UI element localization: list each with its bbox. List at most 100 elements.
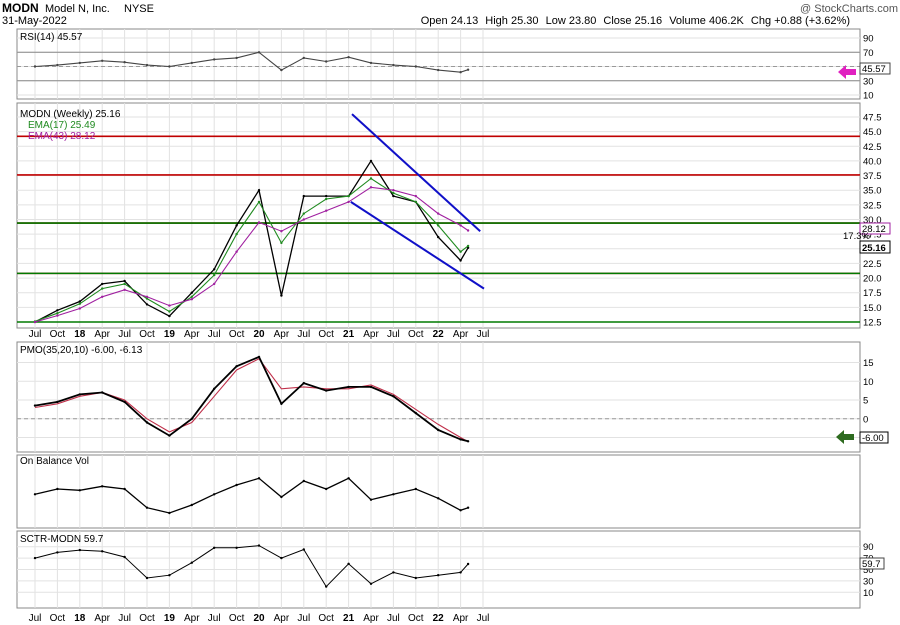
ema-43--point	[302, 218, 305, 221]
sctr-point	[145, 576, 149, 580]
modn-point	[392, 194, 395, 198]
ema-17--point	[123, 282, 126, 286]
obv-point	[101, 485, 104, 488]
quote-chg-value: +0.88 (+3.62%)	[774, 15, 850, 27]
obv-point	[123, 487, 126, 491]
rsi-point	[145, 63, 149, 67]
ema-43--point	[78, 307, 82, 310]
rsi-point	[302, 56, 305, 60]
sctr-label: SCTR-MODN 59.7	[20, 534, 104, 545]
close-value-tag-box	[859, 240, 891, 254]
pct-note-text: 17.3%	[843, 231, 870, 242]
rsi-point	[392, 63, 395, 67]
modn-point	[56, 309, 59, 312]
modn-point	[466, 246, 470, 249]
rsi-point	[78, 61, 82, 65]
sctr-point	[392, 571, 395, 574]
y-tick-label: 35.0	[863, 186, 882, 197]
quote-low-label: Low	[546, 15, 566, 27]
obv-point	[369, 498, 373, 501]
sctr-point	[123, 555, 126, 559]
rsi-point	[168, 65, 171, 68]
rsi-point	[56, 63, 59, 67]
y-tick-label: 15	[863, 358, 874, 369]
ema-43--point	[56, 314, 59, 317]
y-axis-ticks: 907050301047.545.042.540.037.535.032.530…	[863, 34, 882, 599]
pmo-point	[459, 438, 462, 441]
pmo-point	[123, 400, 126, 404]
pmo-point	[466, 440, 470, 443]
x-tick-label: 21	[343, 329, 355, 340]
trend-channel	[350, 113, 485, 290]
modn-point	[123, 279, 126, 283]
sctr-point	[33, 556, 37, 560]
x-tick-label: 18	[74, 613, 86, 624]
x-tick-label: Jul	[477, 613, 490, 624]
y-tick-label: 50	[863, 565, 874, 576]
rsi-point	[257, 51, 261, 54]
obv-point	[145, 506, 149, 509]
exchange-text: NYSE	[124, 3, 154, 15]
rsi-value-tag-box	[859, 62, 891, 75]
x-tick-label: Jul	[387, 613, 400, 624]
ema-value-tag: 28.12	[862, 224, 886, 235]
quote-open-label: Open	[421, 15, 448, 27]
y-tick-label: 10	[863, 91, 874, 102]
rsi-point	[190, 61, 193, 65]
pmo-point	[257, 355, 261, 359]
rsi-point	[33, 65, 37, 68]
obv-point	[414, 487, 417, 491]
y-tick-label: 12.5	[863, 318, 882, 329]
ema-43--point	[213, 282, 216, 286]
x-tick-label: Jul	[118, 613, 131, 624]
ema-17--point	[325, 197, 328, 201]
obv-point	[347, 477, 350, 480]
pmo-value-tag-box	[859, 431, 889, 444]
close-value-tag: 25.16	[862, 243, 886, 254]
x-tick-label: Jul	[208, 329, 221, 340]
quote-volume-label: Volume	[669, 15, 706, 27]
sctr-point	[190, 561, 193, 564]
ema-17--point	[392, 191, 395, 195]
channel-lower-line	[350, 201, 485, 290]
x-tick-label: Jul	[297, 329, 310, 340]
ema-43--point	[437, 212, 440, 215]
x-tick-label: 22	[433, 329, 445, 340]
quote-high-value: 25.30	[511, 15, 539, 27]
x-tick-label: Oct	[50, 613, 66, 624]
ema-17--point	[257, 200, 261, 204]
y-tick-label: 27.5	[863, 230, 882, 241]
sctr-point	[213, 546, 216, 549]
sctr-point	[459, 571, 462, 574]
ema-17--point	[414, 200, 417, 204]
pmo-point	[369, 385, 373, 389]
pmo-point	[33, 404, 37, 407]
x-axis: Jul Jul Oct Oct 18 18 Apr Apr Jul Jul Oct Oct 19 19 Ap…	[29, 329, 490, 624]
pmo-point	[56, 400, 59, 404]
y-tick-label: 10	[863, 377, 874, 388]
x-tick-label: 19	[164, 329, 176, 340]
ema-17--point	[369, 177, 373, 180]
ema-17--point	[347, 194, 350, 198]
x-tick-label: Oct	[229, 613, 245, 624]
ema-17--point	[56, 312, 59, 315]
pmo-point	[168, 434, 171, 437]
quote-line: Open 24.13 High 25.30 Low 23.80 Close 25…	[421, 15, 850, 27]
pmo-label: PMO(35,20,10) -6.00, -6.13	[20, 345, 143, 356]
ema-43--point	[466, 229, 470, 232]
ema-43--point	[168, 304, 171, 307]
modn-point	[437, 235, 440, 239]
obv-label: On Balance Vol	[20, 456, 89, 467]
x-tick-label: Oct	[408, 329, 424, 340]
x-tick-label: 20	[253, 613, 265, 624]
x-tick-label: Apr	[94, 329, 110, 340]
rsi-point	[123, 61, 126, 64]
ema-43--point	[414, 194, 417, 198]
x-tick-label: Jul	[29, 329, 42, 340]
sctr-point	[325, 585, 328, 588]
sctr-point	[101, 550, 104, 553]
ema-43--point	[235, 250, 238, 253]
quote-open-value: 24.13	[451, 15, 479, 27]
sctr-point	[437, 574, 440, 577]
pmo-series	[33, 355, 470, 443]
